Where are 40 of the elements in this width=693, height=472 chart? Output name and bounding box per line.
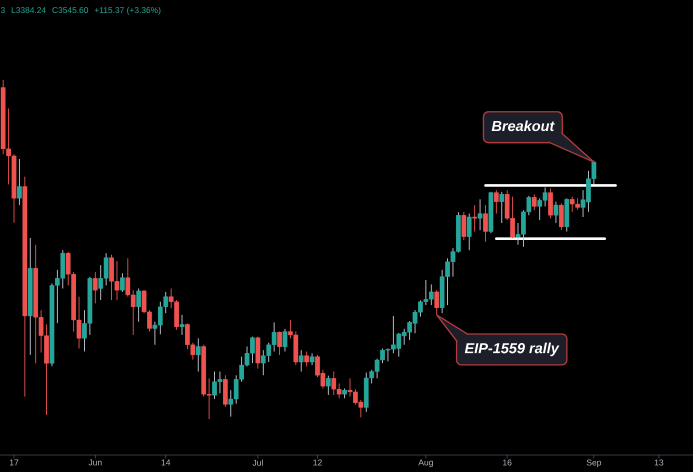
x-tick-label: 14 xyxy=(162,460,170,466)
candlestick xyxy=(532,194,537,211)
candlestick xyxy=(342,388,347,399)
x-tick-label: 16 xyxy=(503,459,512,466)
candlestick xyxy=(196,338,201,372)
candlestick xyxy=(277,331,282,356)
candlestick xyxy=(548,188,553,219)
candlestick xyxy=(466,213,472,251)
candlestick xyxy=(310,352,314,366)
x-tick-label: Sep xyxy=(586,459,602,468)
candlestick xyxy=(499,191,504,224)
x-tick-label: 13 xyxy=(654,459,664,466)
candlestick xyxy=(558,202,564,231)
text: 3 xyxy=(0,7,5,14)
candlestick xyxy=(136,288,142,322)
x-tick-label: Jun xyxy=(88,460,102,466)
annotation: EIP-1559 rally xyxy=(464,342,560,356)
text: L3384.24 xyxy=(12,7,46,14)
x-tick-label: Aug xyxy=(418,460,433,468)
candlestick xyxy=(120,272,125,292)
candlestick xyxy=(304,351,310,367)
candlestick xyxy=(434,290,440,316)
text: +115.37 (+3.36%) xyxy=(94,6,160,15)
candlestick xyxy=(326,375,331,396)
annotation: Breakout xyxy=(492,120,555,132)
candlestick xyxy=(554,201,558,224)
candlestick xyxy=(92,271,98,304)
x-tick-label: 12 xyxy=(313,459,322,466)
candlestick xyxy=(461,211,466,240)
text: C3545.60 xyxy=(52,7,88,14)
candlestick xyxy=(298,350,304,372)
x-tick-label: 17 xyxy=(10,460,18,466)
x-tick-label: Jul xyxy=(252,460,263,466)
candlestick xyxy=(17,158,22,206)
candlestick xyxy=(478,198,482,231)
candlestick xyxy=(180,314,184,336)
candlestick xyxy=(494,190,499,214)
candlestick xyxy=(483,204,488,242)
candlestick xyxy=(282,328,288,352)
candlestick xyxy=(472,204,478,232)
